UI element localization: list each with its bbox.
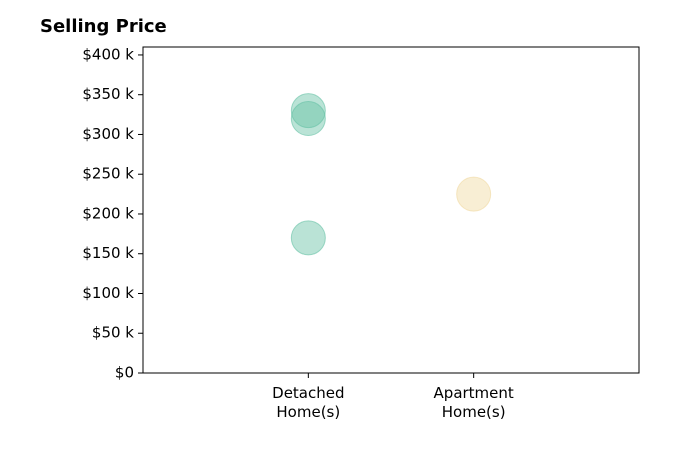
x-tick-label: Apartment [434, 384, 514, 402]
y-tick-label: $250 k [82, 165, 134, 183]
data-point [290, 220, 326, 256]
data-point [290, 93, 326, 129]
chart-title: Selling Price [40, 16, 167, 37]
y-tick-label: $0 [115, 364, 134, 382]
x-tick-label: Home(s) [276, 403, 340, 421]
y-tick-label: $300 k [82, 125, 134, 143]
data-point [290, 101, 326, 137]
y-tick-label: $50 k [92, 324, 134, 342]
data-point [456, 176, 492, 212]
y-tick-label: $200 k [82, 204, 134, 222]
x-tick-label: Detached [272, 384, 344, 402]
y-tick-label: $350 k [82, 85, 134, 103]
y-tick-label: $100 k [82, 284, 134, 302]
plot-area [142, 46, 640, 374]
y-tick-label: $150 k [82, 244, 134, 262]
y-tick-label: $400 k [82, 45, 134, 63]
x-tick-label: Home(s) [442, 403, 506, 421]
